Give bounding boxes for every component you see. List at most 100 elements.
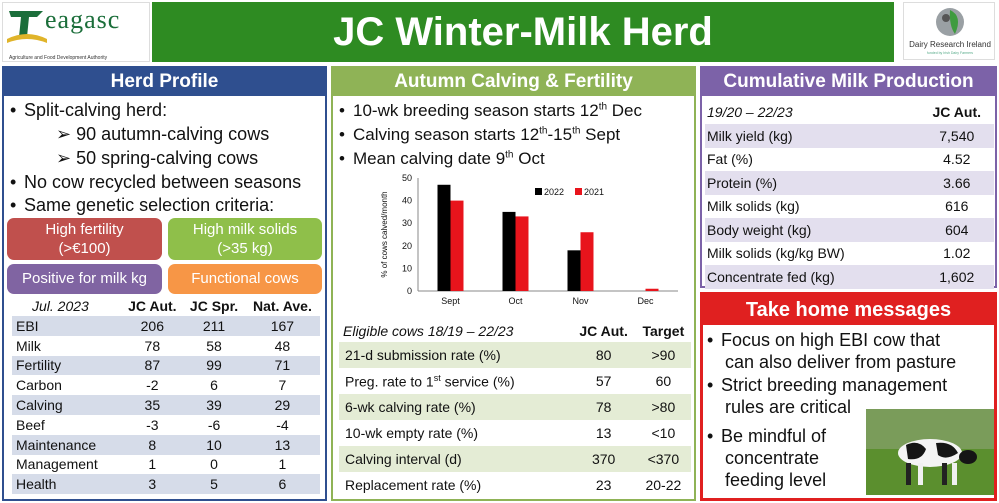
cell-value: <10 bbox=[651, 425, 676, 441]
herd-profile-heading: Herd Profile bbox=[4, 68, 325, 96]
cell-value: 35 bbox=[121, 395, 184, 415]
teagasc-tagline: Agriculture and Food Development Authori… bbox=[9, 55, 108, 61]
tag-functional-cows: Functional cows bbox=[168, 264, 322, 294]
milk-production-table: 19/20 – 22/23 JC Aut. Milk yield (kg) 7,5… bbox=[705, 100, 994, 289]
row-label: Protein (%) bbox=[705, 171, 920, 195]
col-header-jc-aut: JC Aut. bbox=[579, 323, 628, 339]
cell-value: 604 bbox=[919, 218, 994, 242]
y-tick-label: 20 bbox=[402, 241, 412, 251]
autumn-calving-heading: Autumn Calving & Fertility bbox=[333, 68, 694, 96]
table-row: 21-d submission rate (%) 80 >90 bbox=[339, 342, 691, 368]
bullet-no-recycle: • No cow recycled between seasons bbox=[10, 172, 302, 192]
cell-value: -6 bbox=[207, 416, 221, 433]
table-header-row: Jul. 2023 JC Aut. JC Spr. Nat. Ave. bbox=[12, 296, 320, 316]
cell-value: 20-22 bbox=[645, 477, 682, 493]
table-row: Fertility 87 99 71 bbox=[12, 355, 320, 376]
dairy-research-ireland-logo: Dairy Research Ireland funded by Irish D… bbox=[903, 2, 995, 60]
cell-value: 616 bbox=[945, 198, 969, 215]
table-row: 6-wk calving rate (%) 78 >80 bbox=[339, 394, 691, 420]
row-label: 6-wk calving rate (%) bbox=[339, 394, 572, 420]
row-label: Milk yield (kg) bbox=[705, 124, 920, 148]
row-label: Health bbox=[12, 474, 122, 495]
take-home-heading: Take home messages bbox=[703, 295, 994, 325]
fertility-table: Eligible cows 18/19 – 22/23 JC Aut. Targ… bbox=[339, 320, 691, 498]
bar-2021-dec bbox=[645, 288, 659, 291]
cell-value: 167 bbox=[244, 316, 320, 336]
y-tick-label: 40 bbox=[402, 196, 412, 206]
calving-bar-chart: 0 10 20 30 40 50 % of cows calved/month Sept Oct… bbox=[380, 173, 678, 306]
table-row: Health 3 5 6 bbox=[12, 474, 320, 495]
row-label: 10-wk empty rate (%) bbox=[345, 425, 479, 441]
table-row: Milk solids (kg/kg BW) 1.02 bbox=[705, 242, 994, 266]
y-tick-label: 30 bbox=[402, 218, 412, 228]
table-row: Milk solids (kg) 616 bbox=[705, 195, 994, 219]
cell-value: 23 bbox=[595, 477, 612, 493]
cell-value: 206 bbox=[121, 316, 184, 336]
teagasc-logo: eagasc Agriculture and Food Development … bbox=[2, 2, 150, 62]
cell-value: 39 bbox=[183, 395, 245, 415]
row-label: Concentrate fed (kg) bbox=[705, 265, 920, 289]
cell-value: 71 bbox=[244, 355, 320, 376]
x-tick-label: Dec bbox=[637, 296, 654, 306]
table-row: Carbon -2 6 7 bbox=[12, 375, 320, 395]
bullet-calving-season: • Calving season starts 12th-15th Sept bbox=[339, 125, 621, 144]
teagasc-wordmark: eagasc bbox=[45, 5, 121, 34]
header: eagasc Agriculture and Food Development … bbox=[0, 0, 999, 62]
table-row: Management 1 0 1 bbox=[12, 455, 320, 475]
cell-value: 78 bbox=[571, 394, 636, 420]
cell-value: <370 bbox=[635, 446, 691, 472]
row-label: Preg. rate to 1st service (%) bbox=[345, 372, 515, 390]
legend-swatch-2022 bbox=[535, 188, 542, 195]
take-home-panel: Take home messages • Focus on high EBI co… bbox=[700, 292, 997, 501]
bar-2021-sept bbox=[450, 200, 464, 291]
row-label: Fertility bbox=[12, 355, 122, 376]
milk-production-panel: Cumulative Milk Production 19/20 – 22/23… bbox=[700, 66, 997, 289]
cell-value: 211 bbox=[183, 316, 245, 336]
take-home-bullet-3: • Be mindful of concentrate feeding level bbox=[707, 426, 827, 490]
cell-value: 1 bbox=[278, 456, 287, 473]
y-tick-label: 50 bbox=[402, 173, 412, 183]
sub-bullet-spring: ➢ 50 spring-calving cows bbox=[56, 148, 259, 168]
cell-value: 3.66 bbox=[919, 171, 994, 195]
y-tick-label: 10 bbox=[402, 263, 412, 273]
tag-high-fertility: High fertility (>€100) bbox=[7, 218, 162, 260]
cow-on-pasture-photo bbox=[866, 409, 994, 495]
row-label: Maintenance bbox=[12, 434, 122, 455]
bar-2021-oct bbox=[515, 216, 529, 291]
cell-value: 87 bbox=[121, 355, 184, 376]
x-tick-label: Nov bbox=[572, 296, 589, 306]
cell-value: 4.52 bbox=[943, 151, 971, 168]
cell-value: -4 bbox=[276, 416, 289, 433]
cell-value: 7 bbox=[278, 377, 287, 394]
bar-2022-sept bbox=[437, 184, 451, 291]
cell-value: -3 bbox=[146, 416, 159, 433]
cell-value: 1.02 bbox=[943, 245, 971, 262]
cell-value: 60 bbox=[655, 373, 672, 389]
cell-value: 80 bbox=[571, 342, 636, 368]
row-label: Carbon bbox=[16, 377, 62, 394]
table-row: Milk 78 58 48 bbox=[12, 336, 320, 356]
row-label: Beef bbox=[16, 416, 45, 433]
cow-icon bbox=[866, 409, 994, 495]
cell-value: 7,540 bbox=[919, 124, 994, 148]
bar-2022-oct bbox=[502, 211, 516, 291]
col-header-nat-ave: Nat. Ave. bbox=[252, 298, 312, 314]
bar-2022-nov bbox=[567, 250, 581, 291]
x-tick-label: Sept bbox=[441, 296, 460, 306]
bullet-mean-calving: • Mean calving date 9th Oct bbox=[339, 149, 545, 168]
herd-ebi-table: Jul. 2023 JC Aut. JC Spr. Nat. Ave. EBI 2… bbox=[12, 296, 320, 495]
bullet-split-calving: • Split-calving herd: bbox=[10, 100, 168, 120]
take-home-bullet-1: • Focus on high EBI cow that can also del… bbox=[707, 330, 957, 372]
dri-subtitle: funded by Irish Dairy Farmers bbox=[926, 51, 974, 55]
row-label: Calving interval (d) bbox=[339, 446, 572, 472]
col-header-date: Jul. 2023 bbox=[32, 298, 89, 314]
legend-swatch-2021 bbox=[575, 188, 582, 195]
y-tick-label: 0 bbox=[407, 286, 412, 296]
bullet-breeding-season: • 10-wk breeding season starts 12th Dec bbox=[339, 101, 643, 120]
page-title: JC Winter-Milk Herd bbox=[152, 2, 894, 62]
table-row: Maintenance 8 10 13 bbox=[12, 434, 320, 455]
table-row: Calving interval (d) 370 <370 bbox=[339, 446, 691, 472]
table-row: 10-wk empty rate (%) 13 <10 bbox=[339, 420, 691, 446]
cell-value: 1 bbox=[148, 456, 157, 473]
table-row: Milk yield (kg) 7,540 bbox=[705, 124, 994, 148]
